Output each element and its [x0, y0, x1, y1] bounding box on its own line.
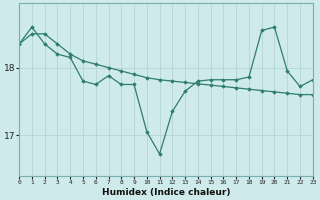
X-axis label: Humidex (Indice chaleur): Humidex (Indice chaleur): [102, 188, 230, 197]
